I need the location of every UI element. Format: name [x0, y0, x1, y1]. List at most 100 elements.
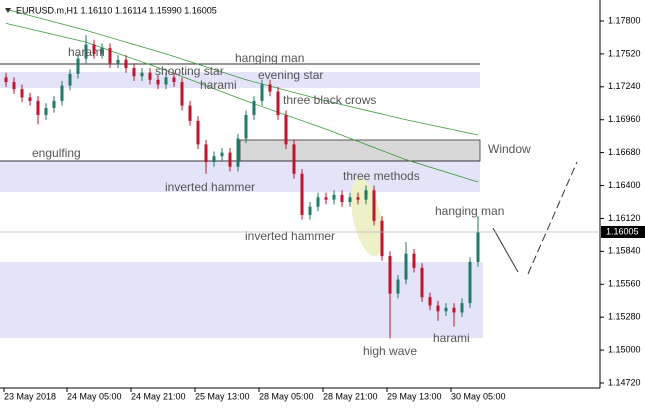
x-tick-label: 30 May 05:00	[451, 391, 506, 401]
candle-body	[436, 305, 440, 312]
candle-body	[172, 77, 176, 83]
candle-body	[76, 58, 80, 74]
candle-body	[452, 307, 456, 313]
annotation: harami	[68, 45, 105, 59]
y-tick-label: 1.15840	[608, 246, 641, 256]
candle-body	[108, 48, 112, 64]
y-tick-label: 1.17800	[608, 15, 641, 25]
candle-body	[420, 267, 424, 298]
candle-body	[444, 307, 448, 312]
candle-body	[212, 156, 216, 163]
x-tick-label: 28 May 21:00	[323, 391, 378, 401]
candle-body	[12, 82, 16, 90]
candle-body	[220, 152, 224, 157]
candle-body	[388, 256, 392, 294]
window-gap	[239, 139, 481, 162]
candle-body	[316, 197, 320, 207]
projection	[527, 161, 578, 275]
candle-body	[164, 77, 168, 85]
candle-body	[404, 253, 408, 280]
candle-body	[372, 190, 376, 221]
annotation: evening star	[258, 68, 323, 82]
candle-body	[68, 73, 72, 86]
y-tick-label: 1.17520	[608, 48, 641, 58]
candle-body	[364, 190, 368, 200]
candle-body	[20, 89, 24, 98]
moving-average	[5, 8, 479, 136]
candle-body	[84, 44, 88, 59]
annotation: hanging man	[435, 204, 504, 218]
candle-body	[292, 144, 296, 174]
zone	[0, 161, 480, 192]
candle-body	[252, 100, 256, 116]
candle-body	[28, 97, 32, 101]
annotation: harami	[433, 331, 470, 345]
candle-body	[236, 138, 240, 167]
candle-body	[244, 115, 248, 139]
candle-body	[308, 206, 312, 215]
y-tick-label: 1.15000	[608, 344, 641, 354]
zone	[0, 72, 480, 88]
chart-title: EURUSD.m,H1 1.16110 1.16114 1.15990 1.16…	[16, 5, 217, 15]
candle-body	[100, 48, 104, 54]
candle-body	[132, 68, 136, 77]
candle-body	[412, 253, 416, 268]
candle-body	[124, 59, 128, 69]
candle-body	[180, 82, 184, 106]
annotation: harami	[200, 78, 237, 92]
annotation: hanging man	[235, 51, 304, 65]
candle-body	[268, 84, 272, 92]
candle-body	[52, 100, 56, 108]
x-tick-label: 28 May 05:00	[259, 391, 314, 401]
candle-body	[140, 72, 144, 77]
candle-body	[396, 279, 400, 294]
annotation: Window	[488, 142, 531, 156]
x-tick-label: 24 May 21:00	[131, 391, 186, 401]
y-tick-label: 1.16400	[608, 180, 641, 190]
y-tick-label: 1.16120	[608, 213, 641, 223]
candle-body	[36, 100, 40, 116]
y-tick-label: 1.17240	[608, 81, 641, 91]
menu-icon	[5, 8, 11, 13]
last-price-label: 1.16005	[606, 226, 639, 236]
y-tick-label: 1.15560	[608, 279, 641, 289]
candle-body	[340, 194, 344, 202]
candle-body	[428, 297, 432, 306]
candle-body	[60, 85, 64, 101]
candle-body	[228, 152, 232, 167]
zone	[0, 262, 483, 338]
candle-body	[276, 91, 280, 116]
candle-body	[460, 303, 464, 313]
candle-body	[468, 261, 472, 304]
annotation: three methods	[343, 169, 420, 183]
candle-body	[196, 120, 200, 145]
candle-body	[348, 197, 352, 202]
y-tick-label: 1.15280	[608, 312, 641, 322]
annotation: inverted hammer	[245, 229, 335, 243]
annotation: shooting star	[155, 64, 224, 78]
y-tick-label: 1.14720	[608, 377, 641, 387]
x-tick-label: 25 May 13:00	[195, 391, 250, 401]
projection	[492, 227, 519, 273]
candle-body	[92, 44, 96, 54]
candle-body	[260, 84, 264, 101]
candle-body	[156, 79, 160, 85]
annotation: three black crows	[283, 93, 376, 107]
candle-body	[476, 231, 480, 262]
plot	[4, 8, 480, 339]
candle-body	[188, 105, 192, 121]
y-tick-label: 1.16680	[608, 147, 641, 157]
candle-body	[44, 107, 48, 116]
candle-body	[148, 72, 152, 80]
x-tick-label: 23 May 2018	[4, 391, 56, 401]
candle-body	[332, 194, 336, 200]
candle-body	[116, 59, 120, 64]
annotation: inverted hammer	[165, 180, 255, 194]
y-tick-label: 1.16960	[608, 114, 641, 124]
candle-body	[356, 197, 360, 200]
annotation: high wave	[363, 344, 417, 358]
candle-body	[284, 115, 288, 145]
candle-body	[324, 197, 328, 200]
